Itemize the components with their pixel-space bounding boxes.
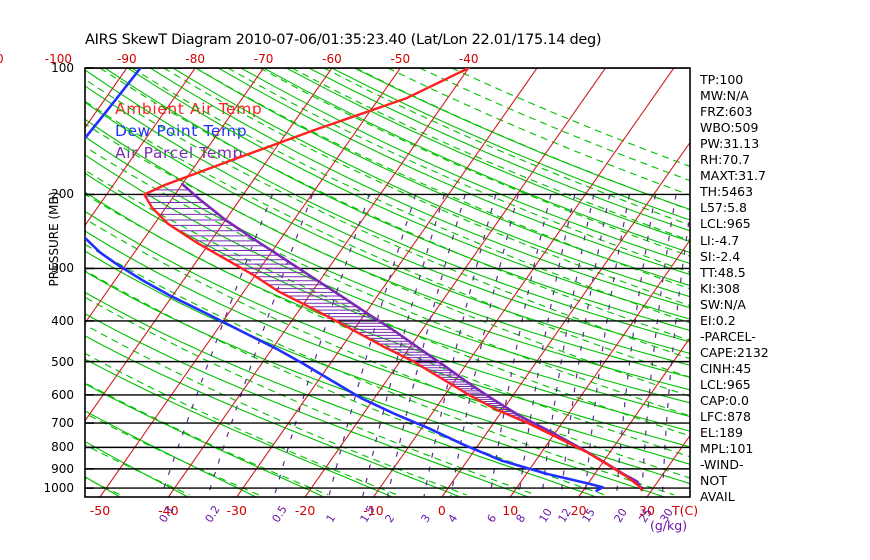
stat-item: MPL:101	[700, 441, 754, 457]
pressure-tick: 500	[51, 354, 74, 369]
stat-item: AVAIL	[700, 489, 735, 505]
stat-item: PW:31.13	[700, 136, 760, 152]
pressure-tick: 1000	[43, 481, 74, 496]
stat-item: MAXT:31.7	[700, 168, 766, 184]
stat-item: -WIND-	[700, 457, 744, 473]
temperature-axis-label: T(C)	[672, 503, 699, 518]
pressure-tick: 200	[51, 187, 74, 202]
temperature-tick: 20	[570, 503, 587, 518]
top-tick: -110	[0, 52, 4, 66]
stat-item: SI:-2.4	[700, 248, 741, 264]
stat-item: EI:0.2	[700, 312, 736, 328]
temperature-tick: -20	[294, 503, 316, 518]
pressure-tick: 300	[51, 261, 74, 276]
stat-item: TP:100	[700, 72, 744, 87]
stat-item: CINH:45	[700, 360, 752, 376]
stat-item: FRZ:603	[700, 104, 753, 120]
temperature-tick: 0	[437, 503, 446, 518]
stat-item: WBO:509	[700, 120, 759, 136]
stat-item: LCL:965	[700, 376, 751, 392]
temperature-tick: -30	[226, 503, 247, 518]
stat-item: CAP:0.0	[700, 393, 749, 408]
top-tick: -90	[116, 52, 137, 66]
stat-item: CAPE:2132	[700, 344, 769, 360]
top-tick: -100	[44, 52, 73, 66]
top-tick: -50	[390, 52, 411, 66]
top-tick: -40	[458, 52, 479, 66]
stat-item: LFC:878	[700, 409, 751, 425]
top-tick: -60	[322, 52, 342, 66]
temperature-tick: 30	[639, 503, 655, 518]
stat-item: SW:N/A	[700, 296, 746, 312]
top-tick: -80	[185, 52, 205, 66]
pressure-tick: 900	[51, 461, 74, 476]
temperature-tick: -10	[363, 503, 384, 518]
temperature-tick: -50	[89, 503, 111, 518]
pressure-tick: 600	[51, 387, 74, 402]
stat-item: LCL:965	[700, 216, 751, 232]
stat-item: NOT	[700, 473, 727, 489]
stat-item: TT:48.5	[700, 264, 746, 280]
top-tick: -70	[253, 52, 274, 66]
temperature-tick: -40	[158, 503, 179, 518]
stat-item: MW:N/A	[700, 88, 749, 104]
stat-item: TH:5463	[700, 184, 754, 200]
stat-item: EL:189	[700, 425, 743, 441]
stat-item: L57:5.8	[700, 200, 747, 216]
stat-item: -PARCEL-	[700, 328, 756, 344]
mixing-ratio-axis-label: (g/kg)	[650, 518, 688, 533]
pressure-tick: 800	[51, 440, 74, 455]
temperature-tick: 10	[502, 503, 519, 518]
stat-item: RH:70.7	[700, 152, 751, 168]
pressure-tick: 400	[51, 313, 74, 328]
pressure-tick: 100	[51, 61, 74, 75]
pressure-tick: 700	[51, 416, 74, 431]
stat-item: KI:308	[700, 280, 740, 296]
page-title: AIRS SkewT Diagram 2010-07-06/01:35:23.4…	[85, 32, 602, 48]
stat-item: LI:-4.7	[700, 232, 740, 248]
